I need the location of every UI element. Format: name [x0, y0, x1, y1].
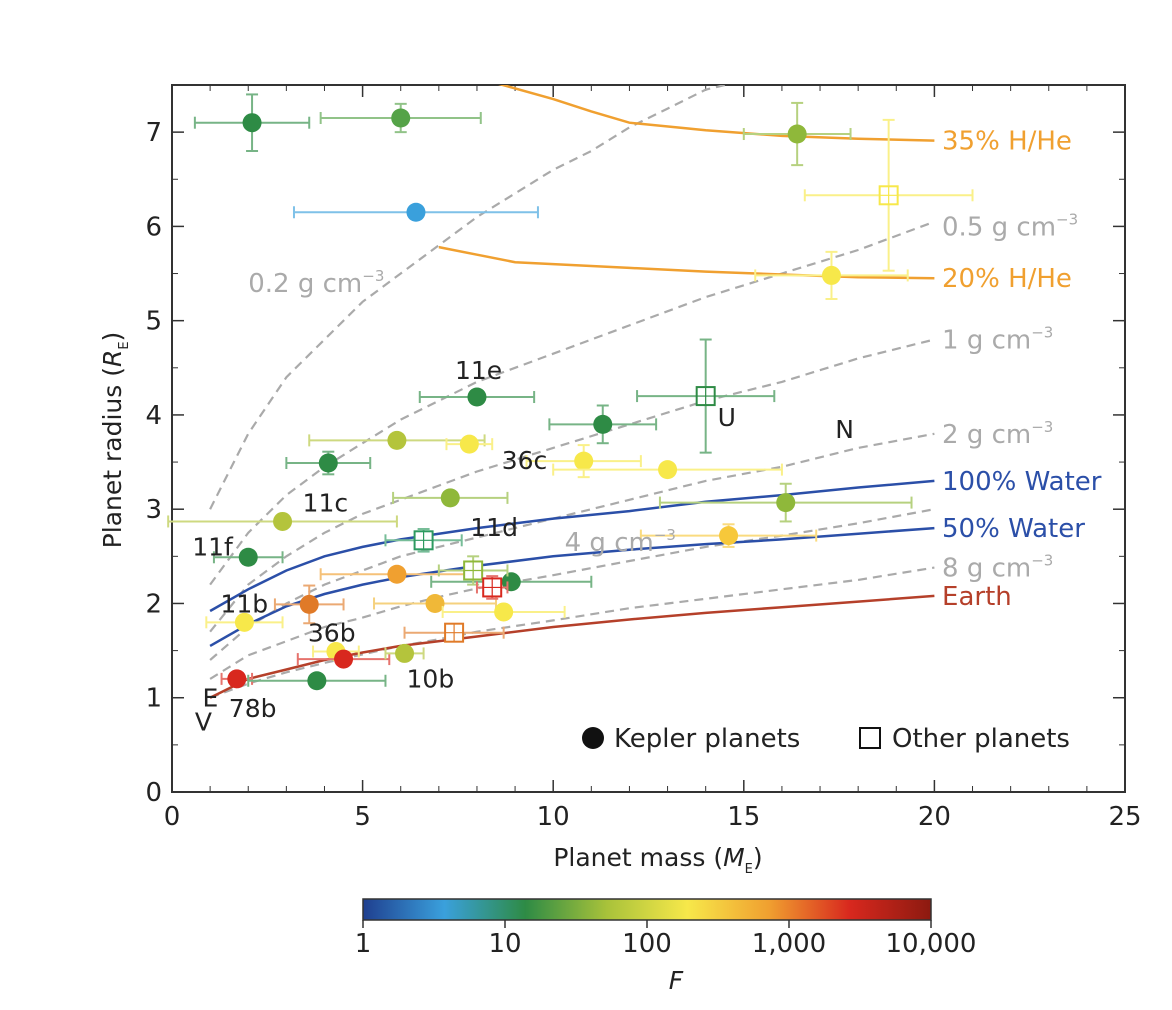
composition-curve — [209, 594, 935, 699]
kepler-planet-point — [387, 564, 407, 584]
legend-other-label: Other planets — [892, 724, 1070, 754]
y-tick-label: 2 — [145, 589, 162, 619]
kepler-planet-point — [238, 547, 258, 567]
legend-kepler-marker — [582, 727, 604, 749]
x-tick-label: 25 — [1108, 802, 1141, 832]
kepler-planet-point — [227, 669, 247, 689]
kepler-planet-point — [234, 612, 254, 632]
kepler-planet-point — [574, 451, 594, 471]
kepler-planet-point — [440, 488, 460, 508]
x-tick-label: 10 — [537, 802, 570, 832]
colorbar-tick-label: 10 — [488, 929, 521, 959]
kepler-planet-point — [307, 671, 327, 691]
planet-label: 11b — [220, 589, 268, 618]
colorbar-title: F — [669, 966, 684, 995]
planet-label: V — [195, 707, 212, 736]
y-tick-label: 3 — [145, 495, 162, 525]
planet-label: 36b — [308, 619, 356, 648]
point-labels: 11e 36c 11d 11c 11f 11b 36b 10b 78b U N EV — [192, 356, 854, 736]
composition-curve-label: Earth — [942, 582, 1012, 612]
kepler-planet-point — [391, 108, 411, 128]
kepler-planet-point — [467, 387, 487, 407]
density-curve-label: 0.5 g cm−3 — [942, 210, 1078, 242]
density-curve — [209, 338, 935, 633]
density-curve-label: 4 g cm−3 — [565, 526, 676, 558]
kepler-planet-point — [395, 643, 415, 663]
x-tick-label: 15 — [727, 802, 760, 832]
kepler-planet-point — [318, 453, 338, 473]
density-curve-label: 1 g cm−3 — [942, 324, 1053, 356]
legend: Kepler planets Other planets — [582, 724, 1070, 754]
colorbar-bar — [362, 898, 932, 921]
curve-labels: 0.2 g cm−3 0.5 g cm−3 1 g cm−3 2 g cm−3 4 g … — [248, 127, 1102, 612]
planet-label: 11e — [455, 356, 502, 385]
kepler-planet-point — [299, 594, 319, 614]
kepler-planet-point — [242, 113, 262, 133]
legend-kepler-label: Kepler planets — [614, 724, 800, 754]
y-tick-label: 0 — [145, 778, 162, 808]
composition-curve — [498, 85, 935, 142]
y-tick-label: 5 — [145, 307, 162, 337]
planet-label: 11c — [303, 488, 349, 517]
legend-other-marker — [859, 727, 881, 749]
y-axis-title: Planet radius (RE) — [98, 332, 132, 549]
density-curve-label: 0.2 g cm−3 — [248, 267, 384, 299]
planet-label: 78b — [229, 694, 277, 723]
density-curve-label: 8 g cm−3 — [942, 552, 1053, 584]
colorbar-tick-label: 1 — [355, 929, 372, 959]
composition-curve — [438, 245, 935, 280]
planet-label: 11f — [192, 532, 234, 561]
colorbar: 1 10 100 1,000 10,000 F — [355, 898, 977, 995]
colorbar-tick-label: 10,000 — [886, 929, 977, 959]
kepler-planet-point — [273, 511, 293, 531]
planet-label: 11d — [470, 513, 518, 542]
y-tick-label: 6 — [145, 212, 162, 242]
kepler-planet-point — [334, 649, 354, 669]
y-tick-label: 1 — [145, 684, 162, 714]
planet-label: 10b — [407, 664, 455, 693]
composition-curve-label: 35% H/He — [942, 127, 1072, 157]
density-curve — [209, 85, 730, 510]
composition-curve-label: 50% Water — [942, 514, 1085, 544]
planet-label: E — [202, 684, 218, 713]
kepler-planet-point — [787, 124, 807, 144]
y-tick-label: 7 — [145, 118, 162, 148]
composition-curve-label: 100% Water — [942, 467, 1102, 497]
planet-points — [167, 93, 974, 691]
density-curve — [209, 432, 935, 661]
kepler-planet-point — [387, 430, 407, 450]
x-tick-label: 0 — [164, 802, 181, 832]
density-curve — [209, 508, 935, 680]
composition-curve-label: 20% H/He — [942, 264, 1072, 294]
x-tick-label: 20 — [918, 802, 951, 832]
planet-label: 36c — [502, 446, 548, 475]
planet-label: N — [835, 415, 854, 444]
kepler-planet-point — [658, 460, 678, 480]
y-tick-label: 4 — [145, 401, 162, 431]
density-curve-label: 2 g cm−3 — [942, 418, 1053, 450]
kepler-planet-point — [821, 265, 841, 285]
kepler-planet-point — [425, 593, 445, 613]
kepler-planet-point — [406, 202, 426, 222]
plot-frame — [171, 84, 1126, 793]
x-tick-label: 5 — [354, 802, 371, 832]
kepler-planet-point — [719, 526, 739, 546]
colorbar-tick-label: 1,000 — [752, 929, 826, 959]
colorbar-tick-label: 100 — [622, 929, 672, 959]
kepler-planet-point — [593, 414, 613, 434]
x-axis-title: Planet mass (ME) — [553, 843, 762, 877]
planet-label: U — [718, 403, 736, 432]
axis-ticks: 0 5 10 15 20 25 0 1 2 3 4 5 6 7 — [145, 85, 1142, 832]
kepler-planet-point — [776, 493, 796, 513]
kepler-planet-point — [459, 434, 479, 454]
kepler-planet-point — [494, 602, 514, 622]
density-curve — [209, 220, 935, 586]
